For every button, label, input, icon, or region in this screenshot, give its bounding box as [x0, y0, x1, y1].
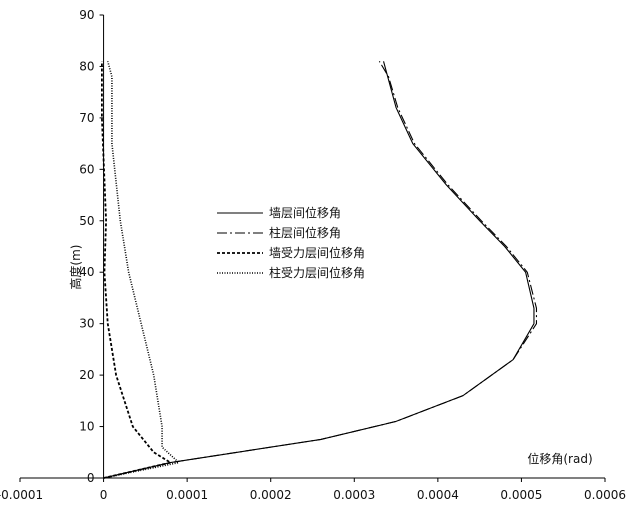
- y-tick-label: 70: [79, 111, 94, 125]
- y-ticks: 0 10 20 30 40 50 60 70 80 90: [79, 8, 104, 485]
- y-tick-label: 50: [79, 214, 94, 228]
- x-tick-label: 0.0006: [584, 488, 626, 502]
- series-line-1: [103, 61, 535, 479]
- legend-label: 墙层间位移角: [269, 205, 341, 220]
- x-tick-label: 0.0003: [333, 488, 375, 502]
- legend-label: 柱受力层间位移角: [269, 265, 365, 280]
- legend-label: 墙受力层间位移角: [269, 245, 365, 260]
- x-ticks: -0.0001 0 0.0001 0.0002 0.0003 0.0004 0.0005 0.…: [0, 478, 626, 502]
- y-tick-label: 80: [79, 59, 94, 73]
- x-tick-label: 0.0005: [500, 488, 542, 502]
- y-tick-label: 90: [79, 8, 94, 22]
- legend-label: 柱层间位移角: [269, 225, 341, 240]
- x-tick-label: 0.0004: [417, 488, 459, 502]
- x-tick-label: 0.0002: [250, 488, 292, 502]
- y-tick-label: 20: [79, 368, 94, 382]
- series-line-2: [103, 61, 538, 479]
- y-tick-label: 0: [87, 471, 95, 485]
- axes: -0.0001 0 0.0001 0.0002 0.0003 0.0004 0.0005 0.…: [0, 8, 626, 502]
- series-line-4: [103, 61, 181, 479]
- y-tick-label: 10: [79, 420, 94, 434]
- y-tick-label: 30: [79, 317, 94, 331]
- y-tick-label: 40: [79, 265, 94, 279]
- y-axis-title: 高度(m): [68, 245, 83, 290]
- series-line-3: [101, 61, 173, 479]
- x-tick-label: 0: [100, 488, 108, 502]
- x-tick-label: -0.0001: [0, 488, 43, 502]
- x-tick-label: 0.0001: [166, 488, 208, 502]
- y-tick-label: 60: [79, 162, 94, 176]
- x-axis-title: 位移角(rad): [527, 451, 592, 466]
- series-layer: [101, 61, 538, 479]
